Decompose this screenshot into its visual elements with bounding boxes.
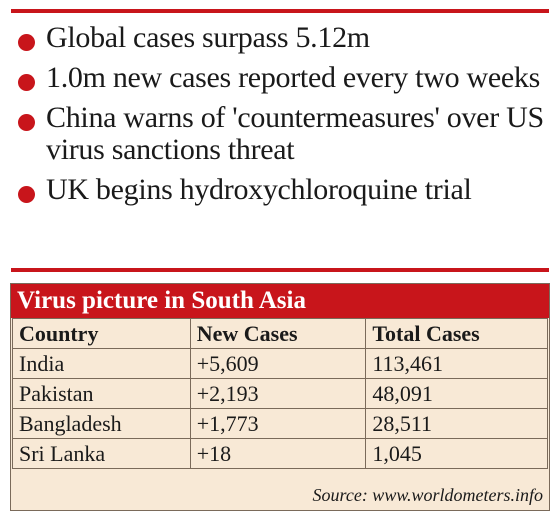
bullet-item: Global cases surpass 5.12m (14, 22, 550, 54)
cell-new-cases: +5,609 (189, 348, 367, 379)
cell-new-cases: +1,773 (189, 408, 367, 439)
cases-table: Country New Cases Total Cases India +5,6… (12, 318, 548, 469)
bullet-text: 1.0m new cases reported every two weeks (46, 61, 540, 94)
divider-red-rule (11, 268, 549, 272)
bullet-text: UK begins hydroxychloroquine trial (46, 173, 472, 206)
bullet-dot-icon (18, 34, 35, 51)
bullet-text: Global cases surpass 5.12m (46, 21, 370, 54)
cell-country: Pakistan (12, 378, 191, 409)
cell-total-cases: 1,045 (365, 438, 548, 469)
panel-title: Virus picture in South Asia (11, 284, 549, 318)
cell-total-cases: 113,461 (365, 348, 548, 379)
header-new-cases: New Cases (189, 318, 367, 349)
cell-new-cases: +18 (189, 438, 367, 469)
top-red-rule (11, 9, 549, 13)
table-header-row: Country New Cases Total Cases (12, 318, 548, 349)
table-row: India +5,609 113,461 (12, 348, 548, 379)
bullet-dot-icon (18, 114, 35, 131)
table-row: Pakistan +2,193 48,091 (12, 378, 548, 409)
header-country: Country (12, 318, 191, 349)
bullet-item: China warns of 'countermeasures' over US… (14, 102, 550, 166)
bullet-item: 1.0m new cases reported every two weeks (14, 62, 550, 94)
headline-bullets: Global cases surpass 5.12m 1.0m new case… (14, 22, 550, 214)
south-asia-panel: Virus picture in South Asia Country New … (10, 283, 550, 511)
bullet-text: China warns of 'countermeasures' over US… (46, 101, 544, 166)
bullet-dot-icon (18, 74, 35, 91)
header-total-cases: Total Cases (365, 318, 548, 349)
cell-total-cases: 48,091 (365, 378, 548, 409)
cell-total-cases: 28,511 (365, 408, 548, 439)
bullet-item: UK begins hydroxychloroquine trial (14, 174, 550, 206)
table-row: Sri Lanka +18 1,045 (12, 438, 548, 469)
bullet-dot-icon (18, 186, 35, 203)
source-credit: Source: www.worldometers.info (312, 485, 544, 505)
cell-country: India (12, 348, 191, 379)
cell-country: Sri Lanka (12, 438, 191, 469)
table-row: Bangladesh +1,773 28,511 (12, 408, 548, 439)
cell-new-cases: +2,193 (189, 378, 367, 409)
cell-country: Bangladesh (12, 408, 191, 439)
